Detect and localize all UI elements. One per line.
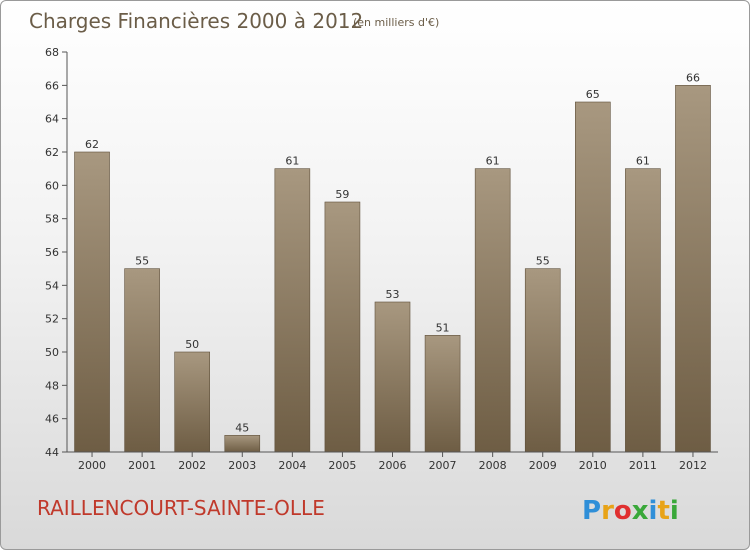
data-label: 55 bbox=[135, 255, 149, 268]
brand-letter: i bbox=[649, 496, 658, 526]
x-tick-label: 2001 bbox=[128, 459, 156, 472]
y-tick-label: 48 bbox=[45, 379, 59, 392]
bar bbox=[424, 335, 461, 453]
y-tick-label: 54 bbox=[45, 279, 59, 292]
brand-letter: P bbox=[582, 496, 601, 526]
y-tick-label: 46 bbox=[45, 413, 59, 426]
data-label: 55 bbox=[536, 255, 550, 268]
bar bbox=[174, 351, 210, 453]
bar bbox=[224, 435, 261, 453]
bar bbox=[474, 168, 511, 453]
y-tick-label: 52 bbox=[45, 313, 59, 326]
x-tick-label: 2007 bbox=[429, 459, 457, 472]
bar bbox=[625, 168, 661, 453]
data-label: 59 bbox=[335, 188, 349, 201]
x-tick-label: 2000 bbox=[78, 459, 106, 472]
bar bbox=[74, 151, 110, 453]
x-tick-label: 2010 bbox=[579, 459, 607, 472]
data-label: 61 bbox=[636, 155, 650, 168]
x-tick-label: 2012 bbox=[679, 459, 707, 472]
x-tick-label: 2005 bbox=[328, 459, 356, 472]
x-tick-label: 2004 bbox=[278, 459, 306, 472]
y-tick-label: 64 bbox=[45, 113, 59, 126]
axes bbox=[66, 52, 718, 453]
y-tick-label: 56 bbox=[45, 246, 59, 259]
bar bbox=[374, 301, 411, 453]
y-tick-label: 44 bbox=[45, 446, 59, 459]
y-tick-label: 68 bbox=[45, 46, 59, 59]
data-labels: 62 55 50 45 61 59 53 51 61 55 65 61 66 bbox=[85, 71, 700, 434]
x-tick-label: 2006 bbox=[379, 459, 407, 472]
x-tick-label: 2009 bbox=[529, 459, 557, 472]
y-axis-ticks: 44 46 48 50 52 54 56 58 60 62 64 66 68 bbox=[45, 46, 67, 459]
brand-letter: i bbox=[670, 496, 679, 526]
proxiti-logo: Proxiti bbox=[582, 496, 679, 526]
y-tick-label: 62 bbox=[45, 146, 59, 159]
data-label: 62 bbox=[85, 138, 99, 151]
brand-letter: o bbox=[614, 496, 632, 526]
data-label: 61 bbox=[285, 155, 299, 168]
commune-name: RAILLENCOURT-SAINTE-OLLE bbox=[37, 496, 325, 520]
data-label: 50 bbox=[185, 338, 199, 351]
x-axis-labels: 2000 2001 2002 2003 2004 2005 2006 2007 2008 2009… bbox=[78, 452, 707, 472]
bar bbox=[575, 101, 611, 453]
bars bbox=[74, 85, 711, 453]
data-label: 53 bbox=[386, 288, 400, 301]
bar bbox=[274, 168, 311, 453]
chart-subtitle: (en milliers d'€) bbox=[353, 16, 439, 29]
x-tick-label: 2011 bbox=[629, 459, 657, 472]
bar bbox=[524, 268, 561, 453]
data-label: 66 bbox=[686, 71, 700, 84]
bar bbox=[324, 201, 361, 453]
data-label: 51 bbox=[436, 321, 450, 334]
bar bbox=[124, 268, 160, 453]
data-label: 65 bbox=[586, 88, 600, 101]
y-tick-label: 66 bbox=[45, 79, 59, 92]
x-tick-label: 2003 bbox=[228, 459, 256, 472]
brand-letter: x bbox=[632, 496, 649, 526]
y-tick-label: 50 bbox=[45, 346, 59, 359]
chart-title: Charges Financières 2000 à 2012 bbox=[29, 9, 363, 33]
brand-letter: t bbox=[657, 496, 669, 526]
bar bbox=[675, 85, 711, 453]
brand-letter: r bbox=[601, 496, 614, 526]
y-tick-label: 60 bbox=[45, 179, 59, 192]
y-tick-label: 58 bbox=[45, 213, 59, 226]
x-tick-label: 2002 bbox=[178, 459, 206, 472]
data-label: 61 bbox=[486, 155, 500, 168]
data-label: 45 bbox=[235, 421, 249, 434]
x-tick-label: 2008 bbox=[479, 459, 507, 472]
